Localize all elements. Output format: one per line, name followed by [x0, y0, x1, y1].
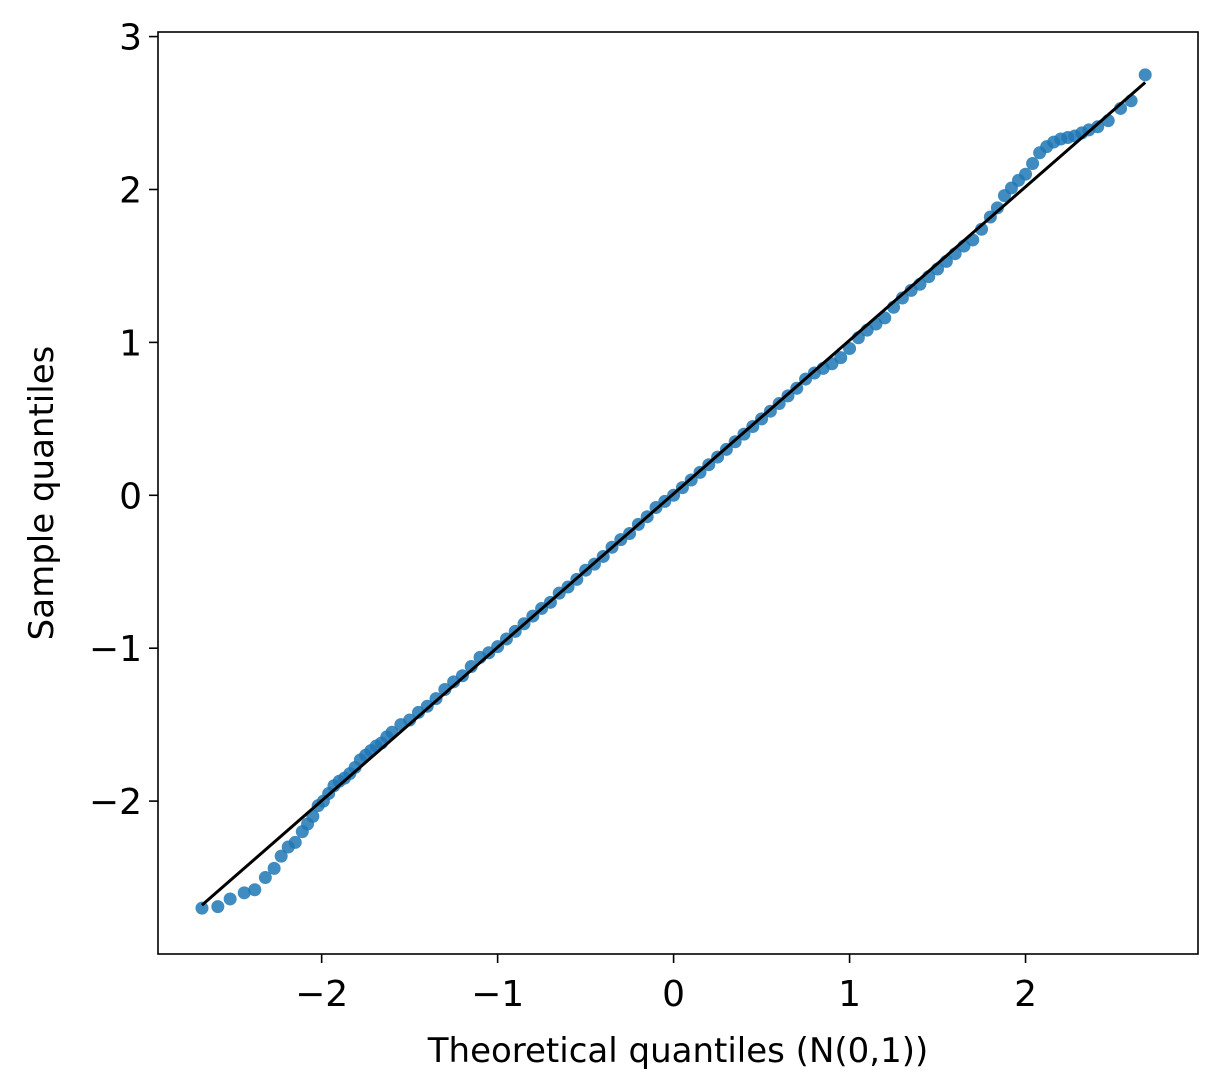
y-tick-label: 0 [119, 476, 142, 517]
data-point [1019, 167, 1033, 181]
x-tick-label: 2 [1014, 974, 1037, 1015]
data-point [895, 291, 909, 305]
y-axis-ticks: −2 −1 0 1 2 3 [89, 18, 158, 823]
data-point [248, 883, 262, 897]
plot-frame [157, 31, 1199, 955]
x-tick-label: 1 [838, 974, 861, 1015]
x-tick-label: −2 [295, 974, 348, 1015]
data-point [1138, 68, 1152, 82]
y-tick-label: −2 [89, 782, 142, 823]
y-tick-label: 1 [119, 323, 142, 364]
data-point [403, 713, 417, 727]
data-point [878, 311, 892, 325]
data-point [223, 892, 237, 906]
data-point [195, 901, 209, 915]
data-point [211, 900, 225, 914]
y-tick-label: 2 [119, 170, 142, 211]
data-point [258, 871, 272, 885]
reference-line [201, 81, 1147, 907]
y-tick-label: −1 [89, 629, 142, 670]
data-point [834, 351, 848, 365]
y-tick-label: 3 [119, 18, 142, 59]
data-point [274, 849, 288, 863]
data-point [843, 342, 857, 356]
data-point [975, 222, 989, 236]
data-point [438, 682, 452, 696]
data-point [267, 861, 281, 875]
x-tick-label: −1 [471, 974, 524, 1015]
data-point [288, 835, 302, 849]
data-point [1026, 156, 1040, 170]
data-point [237, 886, 251, 900]
data-point [464, 660, 478, 674]
x-axis-label: Theoretical quantiles (N(0,1)) [427, 1031, 929, 1071]
x-axis-ticks: −2 −1 0 1 2 [295, 954, 1037, 1015]
data-point [1091, 120, 1105, 134]
data-points [195, 68, 1152, 915]
y-axis-label: Sample quantiles [22, 346, 62, 641]
x-tick-label: 0 [662, 974, 685, 1015]
data-point [990, 201, 1004, 215]
